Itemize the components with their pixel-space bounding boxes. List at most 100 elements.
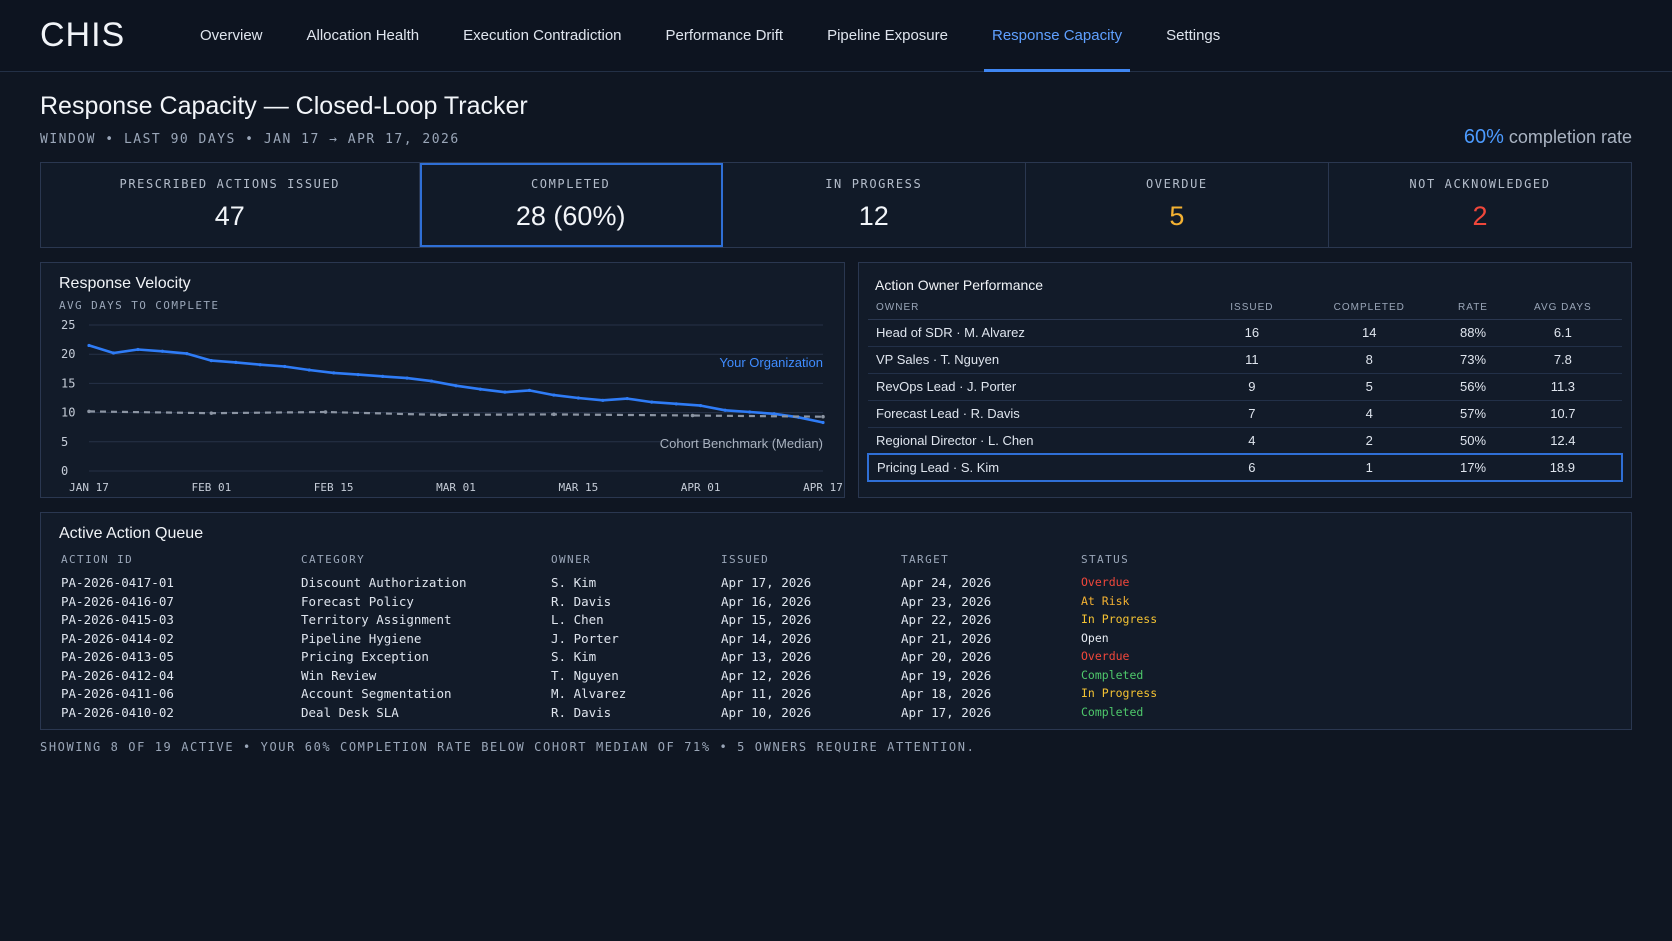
table-row[interactable]: Forecast Lead · R. Davis 7 4 57% 10.7 [868,400,1622,428]
series-label-benchmark: Cohort Benchmark (Median) [660,436,823,451]
tab-settings[interactable]: Settings [1166,27,1221,44]
queue-row[interactable]: PA-2026-0415-03 Territory Assignment L. Ch… [41,612,1631,631]
tab-response-capacity[interactable]: Response Capacity [970,0,1144,72]
kpi-strip: PRESCRIBED ACTIONS ISSUED 47 COMPLETED 2… [40,162,1632,248]
status-badge: Completed [1081,667,1144,682]
status-badge: Completed [1081,704,1144,719]
column-header-owner[interactable]: OWNER [551,553,592,566]
completion-rate-summary: 60% completion rate [1464,126,1632,149]
data-point [650,400,654,404]
column-header-rate[interactable]: RATE [1442,297,1504,320]
table-row[interactable]: VP Sales · T. Nguyen 11 8 73% 7.8 [868,346,1622,374]
tab-execution-contradiction[interactable]: Execution Contradiction [463,27,622,44]
completion-rate: 73% [1442,346,1504,374]
queue-row[interactable]: PA-2026-0413-05 Pricing Exception S. Kim Ap… [41,649,1631,668]
column-header-avg-days[interactable]: AVG DAYS [1503,297,1622,320]
data-point [356,373,360,377]
data-point [332,371,336,375]
action-target-date: Apr 23, 2026 [901,593,992,609]
action-id[interactable]: PA-2026-0412-04 [61,667,174,683]
organization-series-line [88,344,824,424]
tab-overview[interactable]: Overview [200,27,263,44]
kpi-card-completed[interactable]: COMPLETED 28 (60%) [419,163,723,247]
table-row[interactable]: RevOps Lead · J. Porter 9 5 56% 11.3 [868,373,1622,401]
owner-name: VP Sales · T. Nguyen [868,346,1208,374]
completion-rate-label: completion rate [1508,127,1632,147]
queue-row[interactable]: PA-2026-0410-02 Deal Desk SLA R. Davis Apr … [41,705,1631,724]
series-label-organization: Your Organization [719,355,823,370]
data-point [552,393,556,397]
kpi-value: 12 [858,201,889,231]
status-badge: Open [1081,630,1109,645]
action-category: Account Segmentation [301,686,452,701]
y-tick-label: 15 [61,376,75,390]
column-header-target[interactable]: TARGET [901,553,950,566]
kpi-card-overdue[interactable]: OVERDUE 5 [1026,163,1329,247]
column-header-issued[interactable]: ISSUED [1207,297,1297,320]
table-row[interactable]: Pricing Lead · S. Kim 6 1 17% 18.9 [867,453,1624,482]
queue-row[interactable]: PA-2026-0417-01 Discount Authorization S. … [41,575,1631,594]
table-row[interactable]: Regional Director · L. Chen 4 2 50% 12.4 [868,427,1622,455]
action-id[interactable]: PA-2026-0413-05 [61,649,174,664]
column-header-action-id[interactable]: ACTION ID [61,553,134,566]
completed-count: 14 [1296,319,1443,347]
owner-name: Forecast Lead · R. Davis [868,400,1208,428]
action-owner: M. Alvarez [551,686,627,701]
data-point [437,413,442,417]
data-point [748,410,752,414]
column-header-status[interactable]: STATUS [1081,553,1130,566]
kpi-label: NOT ACKNOWLEDGED [1409,177,1551,191]
queue-row[interactable]: PA-2026-0412-04 Win Review T. Nguyen Apr 12… [41,668,1631,687]
column-header-issued[interactable]: ISSUED [721,553,770,566]
tab-performance-drift[interactable]: Performance Drift [665,27,784,44]
avg-days: 18.9 [1503,453,1624,482]
queue-rows: PA-2026-0417-01 Discount Authorization S. … [41,575,1631,723]
column-header-completed[interactable]: COMPLETED [1296,297,1443,320]
kpi-card-not-acknowledged[interactable]: NOT ACKNOWLEDGED 2 [1329,163,1631,247]
action-category: Deal Desk SLA [301,704,399,720]
action-category: Forecast Policy [301,593,414,609]
action-id[interactable]: PA-2026-0411-06 [61,686,174,701]
action-issued-date: Apr 17, 2026 [721,575,812,590]
queue-title: Active Action Queue [59,525,204,542]
owner-name: RevOps Lead · J. Porter [868,373,1208,401]
status-badge: At Risk [1081,593,1130,608]
tab-pipeline-exposure[interactable]: Pipeline Exposure [827,27,948,44]
action-id[interactable]: PA-2026-0416-07 [61,593,174,609]
avg-days: 10.7 [1503,400,1622,428]
data-point [601,398,605,402]
action-category: Territory Assignment [301,612,452,627]
app-brand-logo[interactable]: CHIS [40,16,126,54]
x-tick-label: MAR 01 [436,481,476,494]
column-header-owner[interactable]: OWNER [868,297,1208,320]
action-owner: R. Davis [551,704,612,720]
action-id[interactable]: PA-2026-0417-01 [61,575,174,590]
chart-subtitle: AVG DAYS TO COMPLETE [59,299,220,312]
data-point [576,396,580,400]
time-window-label: WINDOW • LAST 90 DAYS • JAN 17 → APR 17,… [40,132,460,147]
data-point [185,352,189,356]
data-point [454,384,458,388]
data-point [323,410,328,414]
kpi-label: PRESCRIBED ACTIONS ISSUED [119,177,341,191]
data-point [405,376,409,380]
queue-row[interactable]: PA-2026-0411-06 Account Segmentation M. Al… [41,686,1631,705]
tab-allocation-health[interactable]: Allocation Health [306,27,420,44]
data-point [821,414,825,419]
action-id[interactable]: PA-2026-0410-02 [61,704,174,720]
page-title: Response Capacity — Closed-Loop Tracker [40,92,528,120]
table-row[interactable]: Head of SDR · M. Alvarez 16 14 88% 6.1 [868,319,1622,347]
kpi-label: COMPLETED [530,177,611,191]
action-target-date: Apr 19, 2026 [901,667,992,683]
queue-row[interactable]: PA-2026-0414-02 Pipeline Hygiene J. Porter… [41,631,1631,650]
data-point [699,403,703,408]
completion-rate: 57% [1442,400,1504,428]
action-id[interactable]: PA-2026-0415-03 [61,612,174,627]
action-id[interactable]: PA-2026-0414-02 [61,630,174,646]
column-header-category[interactable]: CATEGORY [301,553,366,566]
kpi-card-issued[interactable]: PRESCRIBED ACTIONS ISSUED 47 [41,163,420,247]
completion-rate: 88% [1442,319,1504,347]
kpi-value: 2 [1472,201,1488,231]
queue-row[interactable]: PA-2026-0416-07 Forecast Policy R. Davis Ap… [41,594,1631,613]
kpi-card-in-progress[interactable]: IN PROGRESS 12 [723,163,1026,247]
